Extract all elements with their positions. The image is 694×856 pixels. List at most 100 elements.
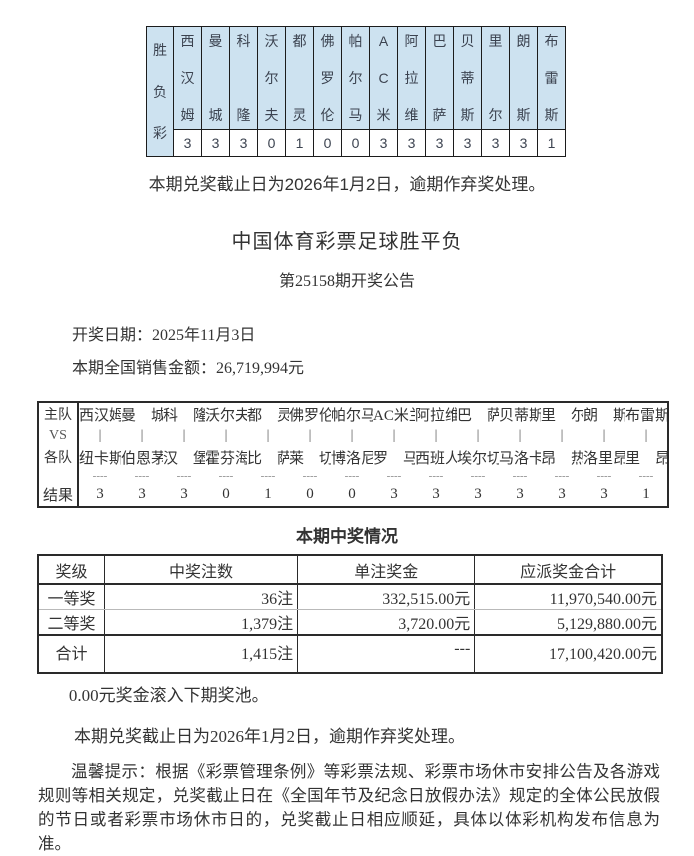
- team-char: 巴: [432, 33, 447, 49]
- team-header-cell: 佛罗伦: [313, 26, 342, 130]
- match-away-team: 伯恩茅: [121, 450, 163, 467]
- match-result-value: 3: [600, 486, 608, 502]
- match-separator: ----: [344, 469, 360, 482]
- team-header-cell: 巴萨: [425, 26, 454, 130]
- result-cell: 3: [453, 128, 482, 158]
- match-away-team: 西班人: [415, 450, 457, 467]
- team-header-cell: 沃尔夫: [257, 26, 286, 130]
- team-char: 里: [488, 33, 503, 49]
- team-char: 斯: [460, 106, 475, 123]
- corner-label-stack: 胜负彩: [147, 27, 173, 156]
- prize-table: 奖级 中奖注数 单注奖金 应派奖金合计 一等奖 36注 332,515.00元 11,970,…: [37, 554, 663, 674]
- match-result-value: 1: [642, 486, 650, 502]
- result-cell: 0: [257, 128, 286, 158]
- match-home-team: 西汉姆: [79, 407, 121, 424]
- winning-section-title: 本期中奖情况: [296, 527, 398, 546]
- team-char: C: [378, 69, 389, 86]
- team-char: 雷: [544, 69, 559, 86]
- match-away-team: 马洛卡: [499, 450, 541, 467]
- team-char: 贝: [460, 33, 475, 49]
- result-cell: 3: [509, 128, 538, 158]
- team-header-cell: 都灵: [285, 26, 314, 130]
- match-result-value: 3: [432, 486, 440, 502]
- match-away-team: 罗 马: [373, 450, 415, 467]
- match-home-team: 布雷斯: [625, 407, 668, 424]
- match-away-team: 汉 堡: [163, 450, 205, 467]
- prize-header-cell: 单注奖金: [297, 555, 476, 585]
- prize-value: 3,720.00元: [297, 609, 476, 636]
- match-away-team: 埃尔切: [457, 450, 499, 467]
- team-header-cell: 朗斯: [509, 26, 538, 130]
- prize-row: 合计 1,415注 --- 17,100,420.00元: [37, 635, 663, 673]
- team-char: 维: [404, 106, 419, 123]
- team-char: 隆: [236, 106, 251, 123]
- match-away-team: 博洛尼: [331, 450, 373, 467]
- match-result-value: 3: [390, 486, 398, 502]
- match-away-team: 霍芬海: [205, 450, 247, 467]
- match-result-value: 3: [180, 486, 188, 502]
- vs-bar: |: [392, 427, 396, 443]
- match-result-value: 0: [306, 486, 314, 502]
- result-cell: 3: [173, 128, 202, 158]
- prize-value: 5,129,880.00元: [474, 609, 663, 636]
- team-name-stack: 沃尔夫: [258, 27, 285, 129]
- result-cell: 3: [481, 128, 510, 158]
- prize-tier: 二等奖: [37, 609, 105, 636]
- team-name-stack: 贝蒂斯: [454, 27, 481, 129]
- match-result-value: 0: [348, 486, 356, 502]
- team-char: A: [378, 33, 389, 49]
- team-char: 帕: [348, 33, 363, 49]
- match-separator: ----: [428, 469, 444, 482]
- team-char: 斯: [544, 106, 559, 123]
- result-cell: 3: [425, 128, 454, 158]
- team-name-stack: 曼城: [202, 27, 229, 129]
- result-cell: 1: [285, 128, 314, 158]
- vs-bar: |: [224, 427, 228, 443]
- result-cell: 3: [397, 128, 426, 158]
- lottery-announcement-page: { "page": { "bg": "#ffffff", "text_color…: [0, 26, 694, 853]
- corner-cell: 胜负彩: [146, 26, 174, 157]
- result-cell: 3: [229, 128, 258, 158]
- team-char: 萨: [432, 106, 447, 123]
- match-result-value: 3: [96, 486, 104, 502]
- prize-value: ---: [297, 635, 476, 673]
- vs-bar: |: [350, 427, 354, 443]
- team-header-cell: 科隆: [229, 26, 258, 130]
- team-char: 灵: [292, 106, 307, 123]
- team-name-stack: A C 米: [370, 27, 397, 129]
- prize-value: 36注: [103, 584, 299, 610]
- match-separator: ----: [386, 469, 402, 482]
- page-title: 中国体育彩票足球胜平负: [231, 231, 463, 253]
- match-separator: ----: [218, 469, 234, 482]
- team-char: 西: [180, 33, 195, 49]
- match-row-label: 主队: [38, 402, 79, 425]
- team-char: 沃: [264, 33, 279, 49]
- team-name-stack: 巴萨: [426, 27, 453, 129]
- team-header-cell: 布雷斯: [537, 26, 566, 130]
- vs-bar: |: [140, 427, 144, 443]
- match-away-team: 洛里昂: [583, 450, 625, 467]
- match-home-team: 贝蒂斯: [499, 407, 541, 424]
- prize-value: 1,379注: [103, 609, 299, 636]
- match-row-label: VS: [38, 425, 79, 446]
- team-header-cell: 西汉姆: [173, 26, 202, 130]
- team-char: 蒂: [460, 69, 475, 86]
- vs-bar: |: [98, 427, 102, 443]
- match-separator: ----: [302, 469, 318, 482]
- match-away-team: 莱 切: [289, 450, 331, 467]
- team-char: 伦: [320, 106, 335, 123]
- team-name-stack: 佛罗伦: [314, 27, 341, 129]
- prize-tier: 合计: [37, 635, 105, 673]
- vs-bar: |: [434, 427, 438, 443]
- team-char: 都: [292, 33, 307, 49]
- team-name-stack: 帕尔马: [342, 27, 369, 129]
- team-name-stack: 阿拉维: [398, 27, 425, 129]
- match-row-label: [38, 468, 79, 483]
- team-char: 城: [208, 106, 223, 123]
- team-header-cell: 曼城: [201, 26, 230, 130]
- match-home-team: AC米兰: [373, 407, 415, 424]
